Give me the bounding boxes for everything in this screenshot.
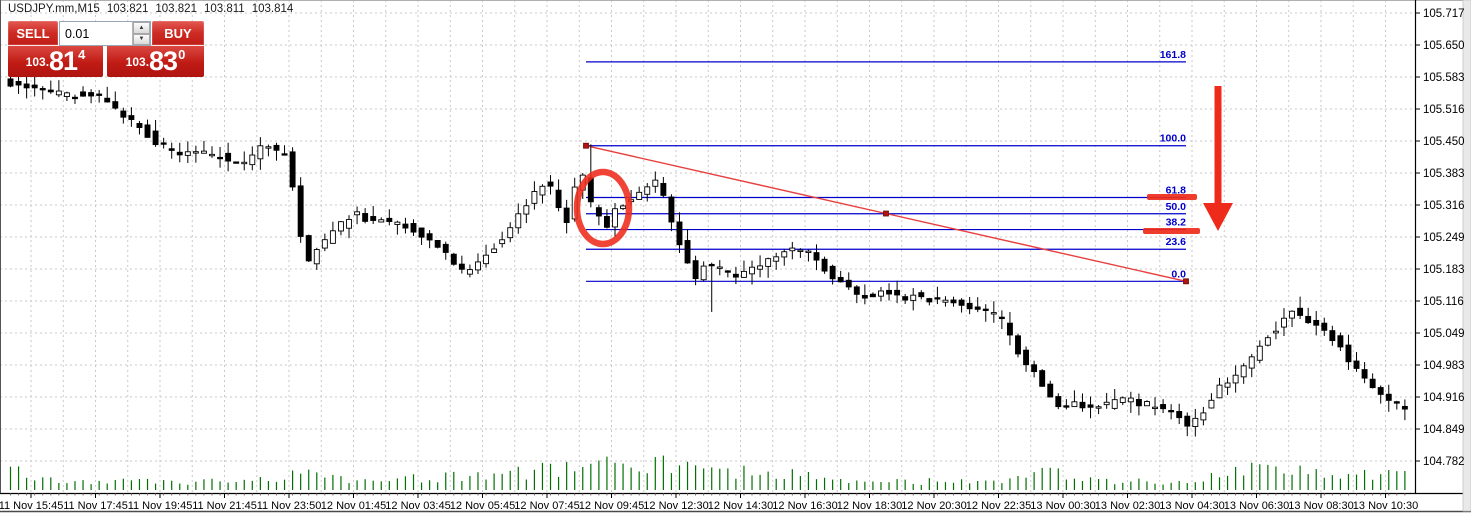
- ohlc-close: 103.814: [251, 3, 294, 15]
- lot-increment-button[interactable]: ▲: [133, 22, 150, 34]
- time-axis-tick-label: 12 Nov 07:45: [514, 500, 579, 512]
- time-axis-tick-label: 12 Nov 16:30: [772, 500, 837, 512]
- price-axis-tick-label: 105.249: [1423, 232, 1465, 244]
- price-axis-tick-label: 105.183: [1423, 264, 1465, 276]
- time-axis-tick-label: 12 Nov 20:30: [901, 500, 966, 512]
- price-axis-tick-label: 105.583: [1423, 72, 1465, 84]
- fib-level-label: 0.0: [1171, 268, 1186, 280]
- bid-price-button[interactable]: 103. 81 4: [8, 46, 103, 77]
- buy-button[interactable]: BUY: [152, 21, 204, 46]
- ask-price-prefix: 103.: [125, 55, 150, 69]
- red-arrow-shaft: [1214, 86, 1222, 203]
- ohlc-high: 103.821: [155, 3, 197, 15]
- price-axis-tick-label: 104.983: [1423, 360, 1465, 372]
- time-axis-tick-label: 12 Nov 09:45: [579, 500, 644, 512]
- sell-button[interactable]: SELL: [8, 21, 58, 46]
- time-axis-tick-label: 11 Nov 23:50: [257, 500, 322, 512]
- annotations-layer: [573, 86, 1233, 248]
- time-axis-tick-label: 13 Nov 04:30: [1159, 500, 1224, 512]
- price-axis-tick-label: 105.516: [1423, 104, 1465, 116]
- time-axis-tick-label: 11 Nov 17:45: [63, 500, 128, 512]
- red-highlight-bar: [1143, 228, 1200, 234]
- time-axis-tick-label: 13 Nov 02:30: [1095, 500, 1160, 512]
- fib-level-label: 61.8: [1166, 184, 1187, 196]
- fib-anchor-handle[interactable]: [883, 210, 889, 217]
- fib-level-label: 161.8: [1160, 49, 1186, 61]
- fib-level-label: 50.0: [1166, 201, 1187, 213]
- one-click-trade-panel: SELL ▲ ▼ BUY 103. 81 4 103. 83 0: [8, 21, 204, 77]
- lot-decrement-button[interactable]: ▼: [133, 33, 150, 45]
- price-axis-tick-label: 105.316: [1423, 200, 1465, 212]
- price-grid: [0, 0, 1415, 493]
- time-axis-labels: 11 Nov 15:45 11 Nov 17:45 11 Nov 19:45 11 N…: [0, 493, 1418, 512]
- ohlc-low: 103.811: [203, 3, 245, 15]
- time-axis-tick-label: 13 Nov 00:30: [1030, 500, 1095, 512]
- window-right-edge: [1462, 0, 1471, 512]
- price-axis-tick-label: 105.450: [1423, 136, 1465, 148]
- price-axis-labels: 105.717 105.650 105.583 105.516 105.450 105.3…: [1415, 8, 1465, 468]
- price-axis-tick-label: 105.717: [1423, 8, 1465, 20]
- time-axis-tick-label: 11 Nov 21:45: [192, 500, 257, 512]
- price-axis-tick-label: 104.782: [1423, 456, 1465, 468]
- bid-price-pip: 4: [78, 47, 86, 62]
- lot-size-field: ▲ ▼: [59, 21, 151, 46]
- price-axis-tick-label: 104.916: [1423, 392, 1465, 404]
- fib-level-label: 100.0: [1160, 133, 1186, 145]
- time-axis-tick-label: 13 Nov 06:30: [1224, 500, 1289, 512]
- price-axis-tick-label: 105.049: [1423, 328, 1465, 340]
- fib-anchor-handle[interactable]: [583, 142, 589, 149]
- bid-price-prefix: 103.: [25, 55, 50, 69]
- time-axis-tick-label: 12 Nov 05:45: [450, 500, 515, 512]
- fib-level-label: 23.6: [1166, 236, 1187, 248]
- price-axis-tick-label: 104.849: [1423, 424, 1465, 436]
- price-axis-tick-label: 105.650: [1423, 40, 1465, 52]
- symbol-name: USDJPY.mm,M15: [8, 3, 100, 15]
- red-arrow-head: [1203, 203, 1233, 231]
- time-axis-tick-label: 12 Nov 22:35: [966, 500, 1031, 512]
- time-axis-tick-label: 12 Nov 14:30: [708, 500, 773, 512]
- time-axis-tick-label: 11 Nov 19:45: [128, 500, 193, 512]
- bid-price-big: 81: [49, 46, 78, 76]
- candles-layer: [7, 69, 1408, 437]
- ask-price-big: 83: [149, 46, 178, 76]
- ohlc-open: 103.821: [106, 3, 149, 15]
- red-highlight-bar: [1147, 194, 1197, 200]
- time-axis-tick-label: 11 Nov 15:45: [0, 500, 63, 512]
- volume-bars: [9, 455, 1406, 490]
- fibonacci-retracement: 161.8 100.0 61.8 50.0 38.2 23.6 0.0: [583, 49, 1189, 285]
- fib-level-label: 38.2: [1166, 217, 1187, 229]
- lot-size-input[interactable]: [60, 22, 132, 45]
- lot-spinner: ▲ ▼: [132, 22, 150, 45]
- price-axis-tick-label: 105.116: [1423, 296, 1464, 308]
- ask-price-pip: 0: [178, 47, 186, 62]
- ask-price-button[interactable]: 103. 83 0: [107, 46, 204, 77]
- fib-anchor-handle[interactable]: [1183, 278, 1189, 285]
- time-axis-tick-label: 12 Nov 18:30: [837, 500, 902, 512]
- time-axis-tick-label: 12 Nov 03:45: [385, 500, 450, 512]
- time-axis-tick-label: 13 Nov 08:30: [1288, 500, 1353, 512]
- time-axis-tick-label: 12 Nov 12:30: [643, 500, 708, 512]
- price-axis-tick-label: 105.383: [1423, 168, 1465, 180]
- red-circle-annotation: [573, 168, 633, 248]
- time-axis-tick-label: 12 Nov 01:45: [321, 500, 386, 512]
- time-axis-tick-label: 13 Nov 10:30: [1353, 500, 1418, 512]
- symbol-ohlc-line: USDJPY.mm,M15 103.821 103.821 103.811 103.81…: [8, 3, 300, 15]
